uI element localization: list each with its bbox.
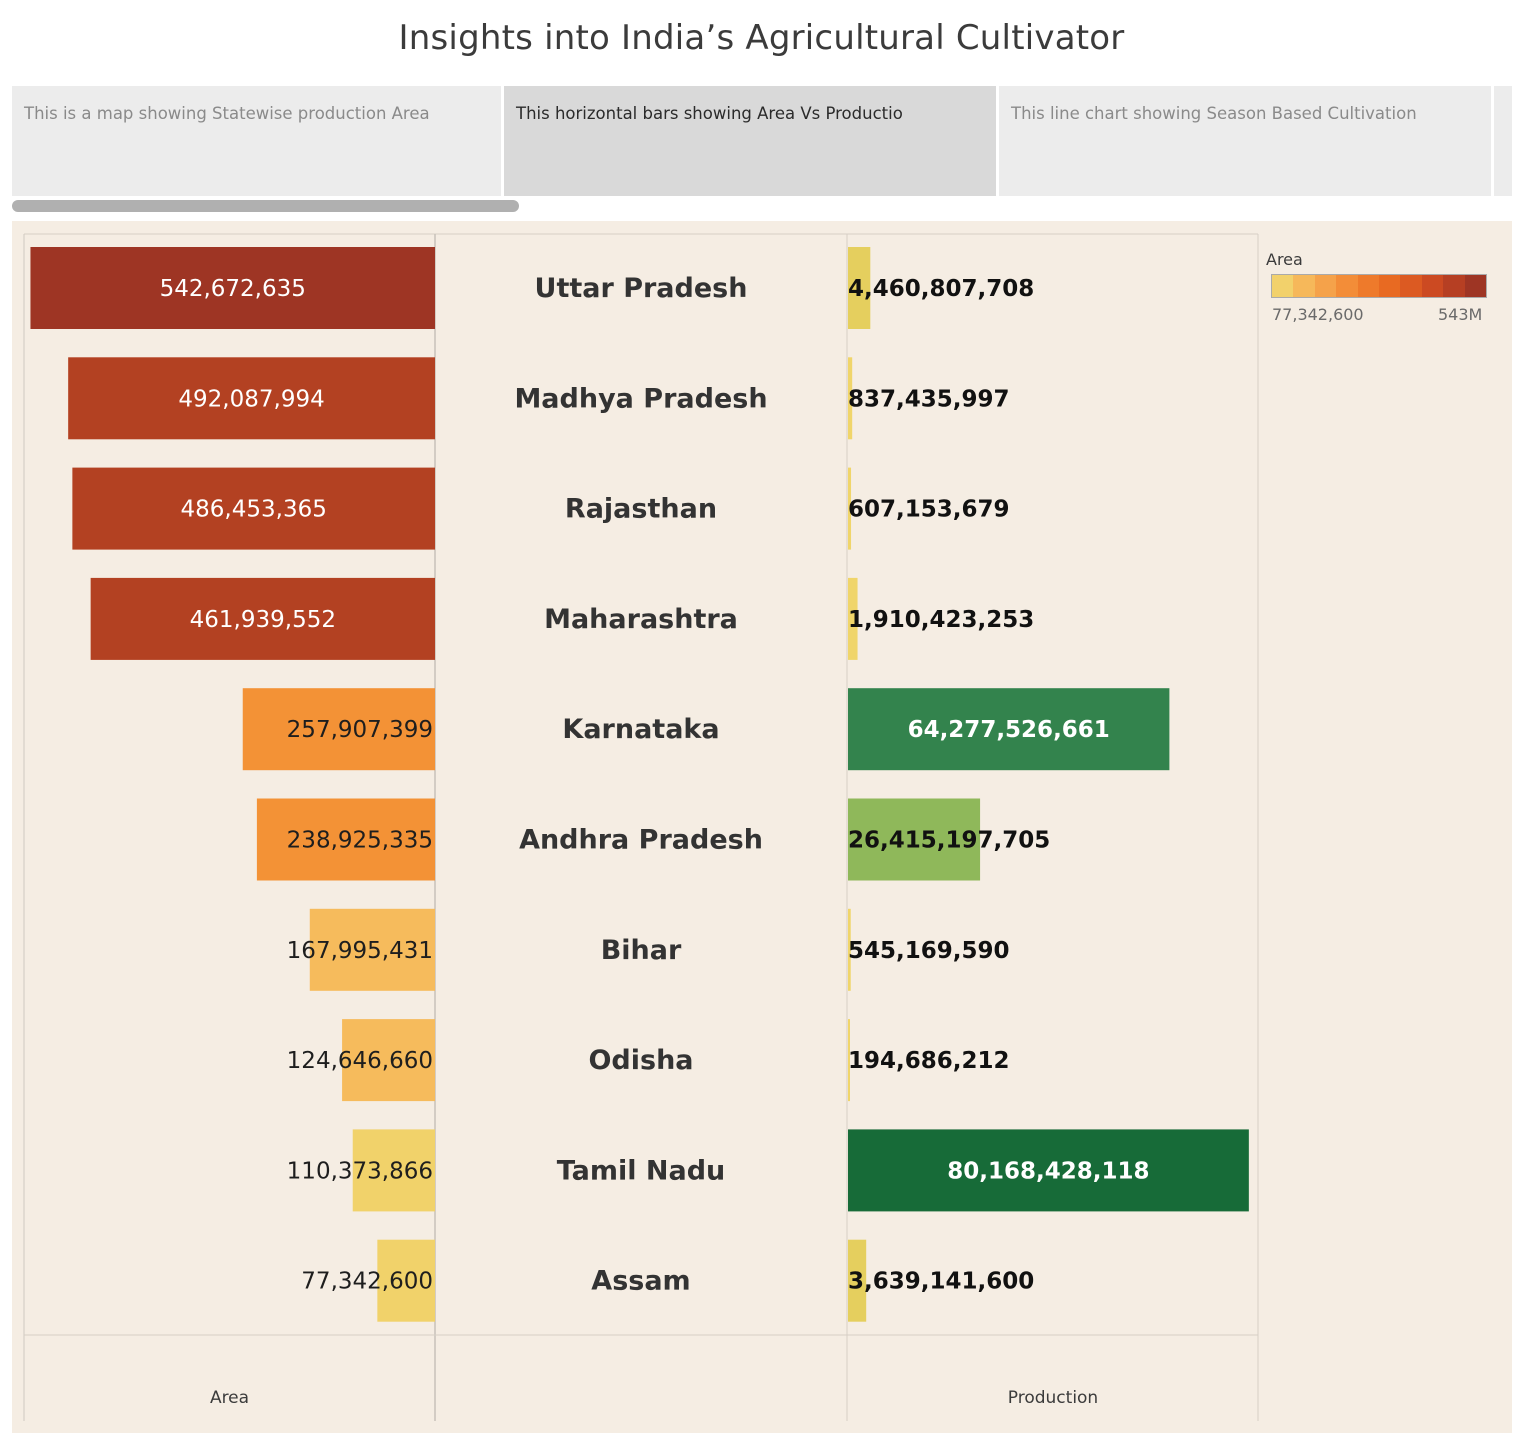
area-bar: [72, 467, 435, 550]
state-label: Tamil Nadu: [557, 1155, 726, 1186]
production-value-label: 4,460,807,708: [848, 276, 1034, 302]
x-axis-label-area: Area: [210, 1388, 249, 1408]
area-bar: [90, 577, 436, 660]
tab-next[interactable]: [1494, 86, 1512, 196]
area-bar: [30, 247, 435, 329]
production-bar: [848, 357, 853, 440]
area-value-label: 492,087,994: [178, 386, 324, 412]
production-bar: [848, 577, 858, 660]
legend-swatch: [1272, 275, 1294, 297]
state-label: Rajasthan: [565, 494, 717, 525]
tab-season-line-chart[interactable]: This line chart showing Season Based Cul…: [999, 86, 1491, 196]
state-label: Andhra Pradesh: [519, 825, 763, 856]
production-bar: [848, 467, 852, 550]
area-value-label: 461,939,552: [190, 607, 336, 633]
legend-swatch: [1443, 275, 1465, 297]
production-value-label: 26,415,197,705: [848, 828, 1050, 854]
production-value-label: 80,168,428,118: [947, 1158, 1149, 1184]
production-bar: [848, 688, 1170, 771]
state-label: Odisha: [588, 1045, 693, 1076]
area-bar: [342, 1019, 435, 1102]
production-bar: [848, 908, 851, 991]
dashboard-panel: 542,672,635 Uttar Pradesh 4,460,807,708 492…: [12, 221, 1512, 1433]
production-value-label: 194,686,212: [848, 1048, 1010, 1074]
state-label: Maharashtra: [544, 604, 738, 635]
tabs-scrollbar[interactable]: [12, 200, 1512, 212]
area-bar: [377, 1239, 435, 1322]
production-value-label: 545,169,590: [848, 938, 1010, 964]
production-value-label: 607,153,679: [848, 497, 1010, 523]
production-bar: [848, 1239, 867, 1322]
legend-max-label: 543M: [1438, 305, 1483, 324]
area-value-label: 486,453,365: [181, 497, 327, 523]
legend-swatch: [1421, 275, 1444, 297]
production-bar: [848, 1129, 1249, 1212]
production-value-label: 64,277,526,661: [908, 717, 1110, 743]
legend-min-label: 77,342,600: [1272, 305, 1364, 324]
area-value-label: 257,907,399: [287, 717, 433, 743]
state-label: Karnataka: [562, 714, 719, 745]
production-value-label: 3,639,141,600: [848, 1269, 1034, 1295]
state-label: Bihar: [601, 935, 682, 966]
production-value-label: 837,435,997: [848, 386, 1010, 412]
legend-title: Area: [1266, 250, 1303, 269]
state-label: Madhya Pradesh: [514, 383, 767, 414]
x-axis-label-production: Production: [1008, 1388, 1098, 1408]
legend-color-ramp: [1271, 274, 1487, 298]
area-bar: [309, 908, 435, 991]
state-label: Assam: [591, 1266, 690, 1297]
area-vs-production-chart: 542,672,635 Uttar Pradesh 4,460,807,708 492…: [23, 233, 1259, 1421]
production-bar: [848, 247, 871, 329]
story-tabs: This is a map showing Statewise producti…: [12, 86, 1512, 196]
production-bar: [848, 1019, 850, 1102]
area-bar: [256, 798, 435, 881]
area-bar: [68, 357, 435, 440]
production-bar: [848, 798, 981, 881]
tab-area-vs-production[interactable]: This horizontal bars showing Area Vs Pro…: [504, 86, 996, 196]
area-bar: [242, 688, 435, 771]
legend-swatch: [1400, 275, 1422, 297]
legend-swatch: [1336, 275, 1358, 297]
area-value-label: 77,342,600: [301, 1269, 433, 1295]
legend-swatch: [1379, 275, 1401, 297]
legend-swatch: [1357, 275, 1380, 297]
area-value-label: 110,373,866: [287, 1158, 433, 1184]
area-bar: [352, 1129, 435, 1212]
area-value-label: 542,672,635: [160, 276, 306, 302]
scrollbar-thumb[interactable]: [12, 200, 519, 212]
legend-swatch: [1314, 275, 1337, 297]
area-value-label: 124,646,660: [287, 1048, 433, 1074]
tab-statewise-map[interactable]: This is a map showing Statewise producti…: [12, 86, 501, 196]
legend-swatch: [1464, 275, 1487, 297]
area-value-label: 167,995,431: [287, 938, 433, 964]
page-title: Insights into India’s Agricultural Culti…: [398, 18, 1125, 58]
state-label: Uttar Pradesh: [535, 273, 748, 304]
area-value-label: 238,925,335: [287, 828, 433, 854]
legend-swatch: [1293, 275, 1315, 297]
production-value-label: 1,910,423,253: [848, 607, 1034, 633]
